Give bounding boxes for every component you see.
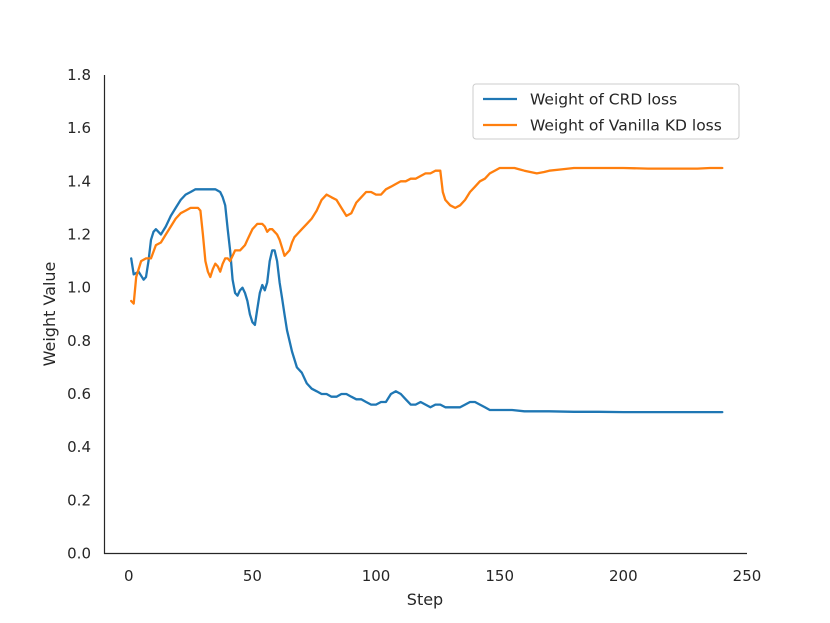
y-axis-label: Weight Value <box>40 262 59 367</box>
legend-label-crd: Weight of CRD loss <box>530 91 677 109</box>
axes-spines <box>103 75 747 555</box>
plot-area <box>130 166 724 414</box>
x-tick-label-200: 200 <box>609 567 638 585</box>
y-tick-label-0.8: 0.8 <box>67 332 91 350</box>
x-tick-label-250: 250 <box>733 567 762 585</box>
x-tick-label-100: 100 <box>362 567 391 585</box>
y-tick-label-1.2: 1.2 <box>67 226 91 244</box>
y-tick-label-0.0: 0.0 <box>67 545 91 563</box>
y-tick-labels: 0.0 0.2 0.4 0.6 0.8 1.0 1.2 1.4 1.6 1.8 <box>67 66 91 563</box>
x-axis-label: Step <box>407 590 443 609</box>
y-tick-label-1.4: 1.4 <box>67 172 91 190</box>
vanilla-kd-loss-line <box>130 166 724 305</box>
crd-loss-line <box>130 188 724 414</box>
y-tick-label-1.6: 1.6 <box>67 119 91 137</box>
x-tick-labels: 0 50 100 150 200 250 <box>124 567 761 585</box>
legend: Weight of CRD loss Weight of Vanilla KD … <box>472 83 740 140</box>
legend-label-vanilla-kd: Weight of Vanilla KD loss <box>530 117 722 135</box>
y-tick-label-0.2: 0.2 <box>67 491 91 509</box>
y-tick-label-1.0: 1.0 <box>67 279 91 297</box>
x-tick-label-150: 150 <box>485 567 514 585</box>
x-tick-label-50: 50 <box>243 567 262 585</box>
x-tick-label-0: 0 <box>124 567 134 585</box>
y-tick-label-0.6: 0.6 <box>67 385 91 403</box>
y-tick-label-0.4: 0.4 <box>67 438 91 456</box>
y-tick-label-1.8: 1.8 <box>67 66 91 84</box>
legend-frame <box>472 83 740 140</box>
